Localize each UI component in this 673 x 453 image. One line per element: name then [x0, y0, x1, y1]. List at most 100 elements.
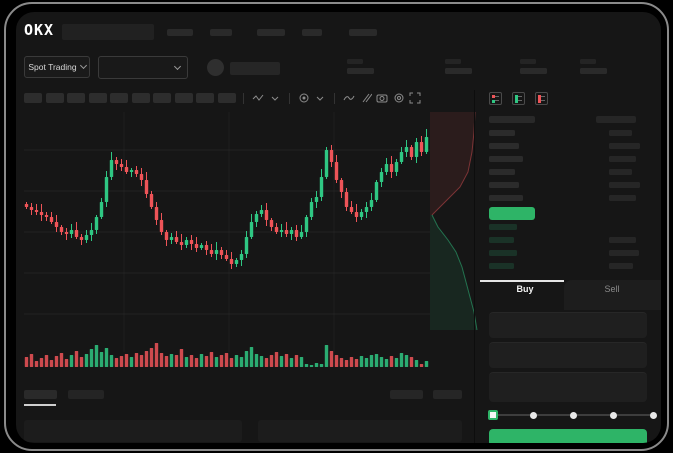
line: [495, 100, 499, 101]
ask-price-placeholder[interactable]: [489, 156, 523, 162]
stat-label-placeholder: [520, 59, 536, 64]
ask-amount-placeholder[interactable]: [609, 169, 632, 175]
market-type-selector[interactable]: Spot Trading: [24, 56, 90, 78]
bid-amount-placeholder[interactable]: [609, 263, 633, 269]
book-bids-icon[interactable]: [512, 92, 525, 105]
bottom-action-placeholder[interactable]: [390, 390, 423, 399]
bottom-tab-underline: [24, 404, 56, 406]
timeframe-button[interactable]: [24, 93, 42, 103]
bottom-tab[interactable]: [68, 390, 104, 399]
camera-icon[interactable]: [376, 92, 389, 104]
chevron-down-icon: [79, 61, 87, 70]
depth-chart[interactable]: [430, 112, 480, 334]
bid-amount-placeholder[interactable]: [609, 250, 639, 256]
timeframe-button[interactable]: [110, 93, 128, 103]
candle-style-icon[interactable]: [252, 92, 265, 104]
settings-gear-icon[interactable]: [392, 92, 405, 104]
ask-amount-placeholder[interactable]: [609, 156, 636, 162]
toolbar-divider: [334, 92, 335, 104]
stat-value-placeholder: [445, 68, 472, 74]
toolbar-divider: [288, 92, 290, 104]
timeframe-button[interactable]: [217, 93, 236, 103]
timeframe-button[interactable]: [196, 93, 214, 103]
ask-amount-placeholder[interactable]: [609, 143, 640, 149]
pair-coin-icon: [207, 59, 224, 76]
ask-price-placeholder[interactable]: [489, 169, 515, 175]
line: [541, 96, 545, 97]
nav-item-placeholder[interactable]: [302, 29, 322, 36]
timeframe-button[interactable]: [131, 93, 150, 103]
stat-label-placeholder: [347, 59, 363, 64]
bid-price-placeholder[interactable]: [489, 263, 514, 269]
okx-logo[interactable]: OKX: [24, 21, 55, 39]
ask-amount-placeholder[interactable]: [609, 182, 640, 188]
bid-price-placeholder[interactable]: [489, 250, 517, 256]
slider-stop[interactable]: [649, 411, 657, 419]
bid-amount-placeholder[interactable]: [609, 237, 636, 243]
draw-icon[interactable]: [359, 92, 372, 104]
device-frame: OKX Spot Trading Buy Sell: [4, 2, 669, 451]
book-asks-icon[interactable]: [535, 92, 548, 105]
panel-divider: [474, 90, 475, 443]
order-form-field[interactable]: [489, 372, 647, 402]
order-form-field[interactable]: [489, 342, 647, 368]
slider-handle[interactable]: [488, 410, 498, 420]
timeframe-button[interactable]: [67, 93, 85, 103]
chevron-down-icon[interactable]: [268, 92, 281, 104]
stat-value-placeholder: [580, 68, 607, 74]
nav-item-placeholder[interactable]: [349, 29, 377, 36]
line-chart-icon[interactable]: [343, 92, 356, 104]
stat-label-placeholder: [445, 59, 461, 64]
timeframe-button[interactable]: [174, 93, 193, 103]
nav-item-placeholder[interactable]: [167, 29, 193, 36]
timeframe-button[interactable]: [45, 93, 64, 103]
market-type-label: Spot Trading: [28, 62, 77, 72]
ask-price-placeholder[interactable]: [489, 130, 515, 136]
header-search-placeholder[interactable]: [62, 24, 154, 40]
bottom-tab-active[interactable]: [24, 390, 57, 399]
ask-amount-placeholder[interactable]: [609, 195, 636, 201]
pair-selector[interactable]: [98, 56, 188, 79]
buy-submit-button[interactable]: [489, 429, 647, 443]
bid-price-placeholder[interactable]: [489, 237, 514, 243]
fullscreen-icon[interactable]: [409, 92, 422, 104]
active-tab-indicator: [480, 280, 564, 282]
tab-buy[interactable]: Buy: [516, 284, 534, 294]
line: [518, 100, 522, 101]
ask-price-placeholder[interactable]: [489, 143, 519, 149]
candlestick-chart[interactable]: [24, 102, 430, 372]
stat-label-placeholder: [580, 59, 596, 64]
slider-stop[interactable]: [569, 411, 577, 419]
timeframe-button[interactable]: [153, 93, 171, 103]
pair-name-placeholder: [230, 62, 280, 75]
toolbar-divider: [243, 92, 244, 104]
bottom-action-placeholder[interactable]: [433, 390, 462, 399]
tab-sell[interactable]: Sell: [604, 284, 620, 294]
bid-mark: [492, 100, 495, 103]
ask-price-placeholder[interactable]: [489, 195, 523, 201]
order-history-panel-placeholder: [258, 420, 462, 442]
app-window: OKX Spot Trading Buy Sell: [16, 12, 661, 443]
slider-stop[interactable]: [529, 411, 537, 419]
nav-item-placeholder[interactable]: [257, 29, 285, 36]
bid-price-placeholder[interactable]: [489, 224, 517, 230]
ask-mark: [538, 95, 541, 103]
line: [541, 100, 545, 101]
timeframe-button[interactable]: [88, 93, 107, 103]
book-combined-icon[interactable]: [489, 92, 502, 105]
ask-price-placeholder[interactable]: [489, 182, 519, 188]
last-price-bar[interactable]: [489, 207, 535, 220]
tab-sell-background: [564, 280, 661, 310]
slider-stop[interactable]: [609, 411, 617, 419]
nav-item-placeholder[interactable]: [210, 29, 232, 36]
line: [518, 96, 522, 97]
chevron-down-icon: [173, 62, 182, 70]
orderbook-price-header-placeholder: [489, 116, 535, 123]
ask-amount-placeholder[interactable]: [609, 130, 632, 136]
indicator-icon[interactable]: [297, 92, 310, 104]
stat-value-placeholder: [347, 68, 374, 74]
order-form-field[interactable]: [489, 312, 647, 338]
orderbook-amount-header-placeholder: [596, 116, 636, 123]
line: [495, 96, 499, 97]
chevron-down-icon[interactable]: [314, 92, 327, 104]
